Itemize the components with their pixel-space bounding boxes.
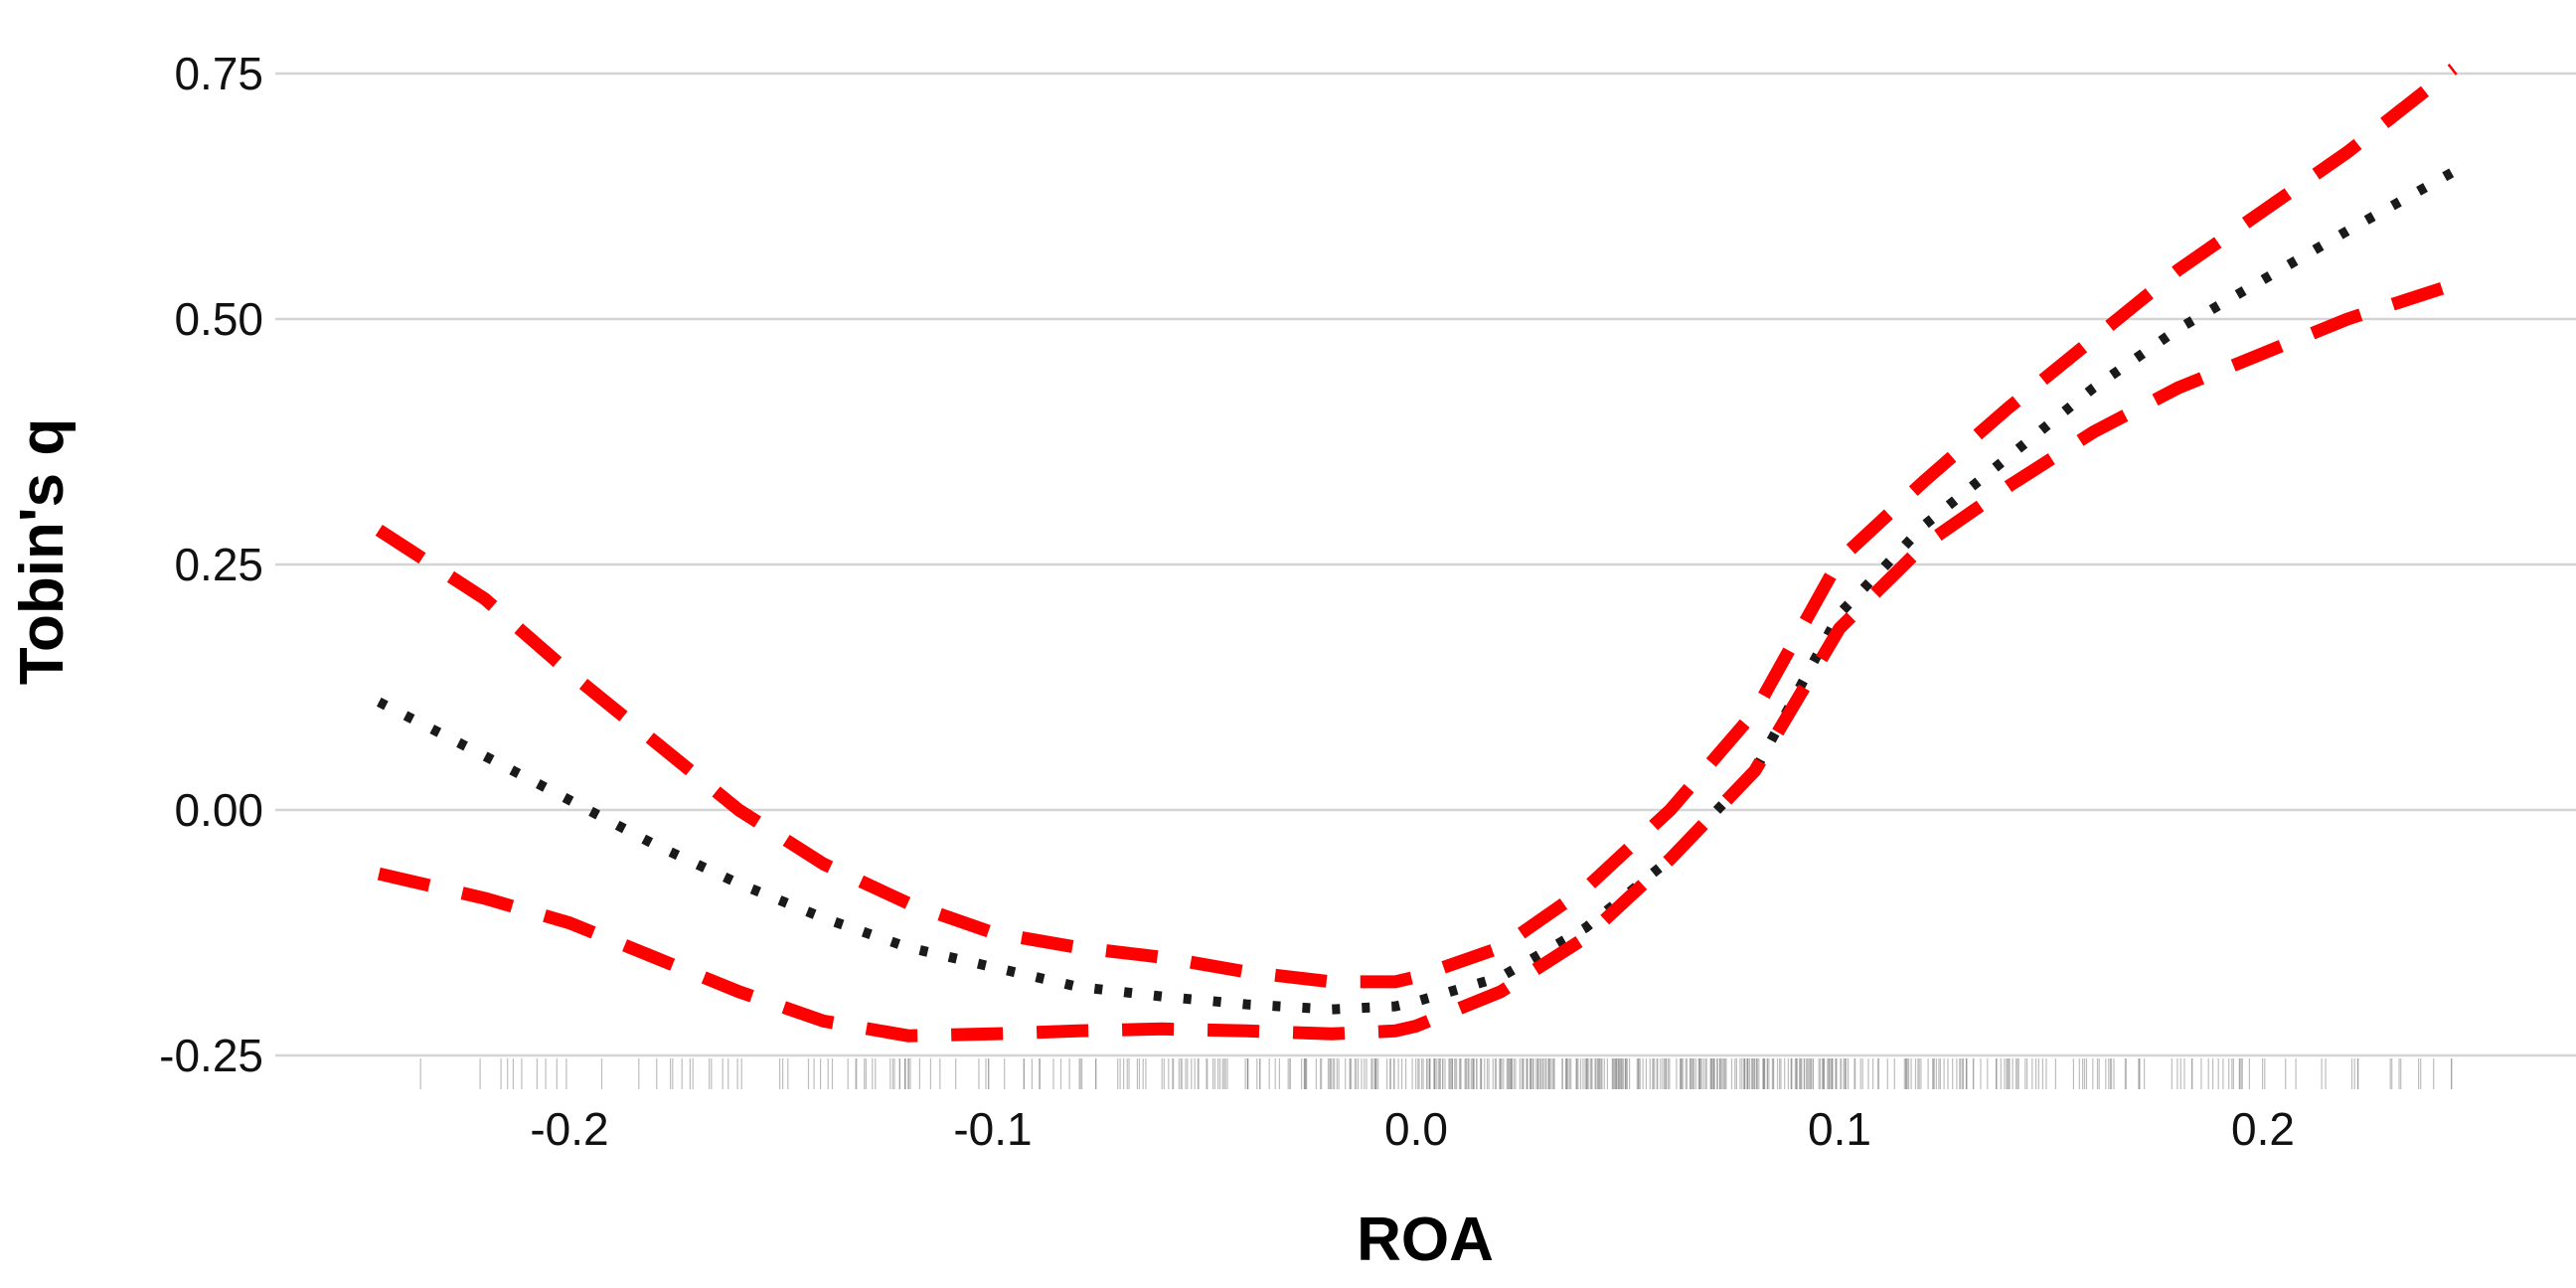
x-axis-title: ROA <box>1357 1206 1494 1274</box>
y-tick-label: 0.25 <box>174 539 263 590</box>
estimate-dotted-line <box>377 167 2457 1015</box>
x-tick-label: 0.1 <box>1808 1103 1871 1155</box>
y-tick-labels: -0.25 0.00 0.25 0.50 0.75 <box>159 48 263 1081</box>
x-tick-label: 0.2 <box>2231 1103 2295 1155</box>
y-tick-label: -0.25 <box>159 1030 263 1081</box>
upper-confidence-dashed-line <box>375 63 2458 989</box>
y-tick-label: 0.50 <box>174 293 263 345</box>
y-axis-title: Tobin's q <box>8 418 77 685</box>
lower-confidence-dashed-line <box>377 278 2456 1043</box>
series-lines <box>375 63 2458 1043</box>
x-tick-label: -0.1 <box>953 1103 1032 1155</box>
y-tick-label: 0.75 <box>174 48 263 99</box>
y-tick-label: 0.00 <box>174 784 263 836</box>
x-tick-label: 0.0 <box>1384 1103 1448 1155</box>
rug-marks <box>419 1058 2453 1089</box>
x-tick-labels: -0.2 -0.1 0.0 0.1 0.2 <box>530 1103 2295 1155</box>
grid-lines <box>275 72 2576 1057</box>
x-tick-label: -0.2 <box>530 1103 608 1155</box>
